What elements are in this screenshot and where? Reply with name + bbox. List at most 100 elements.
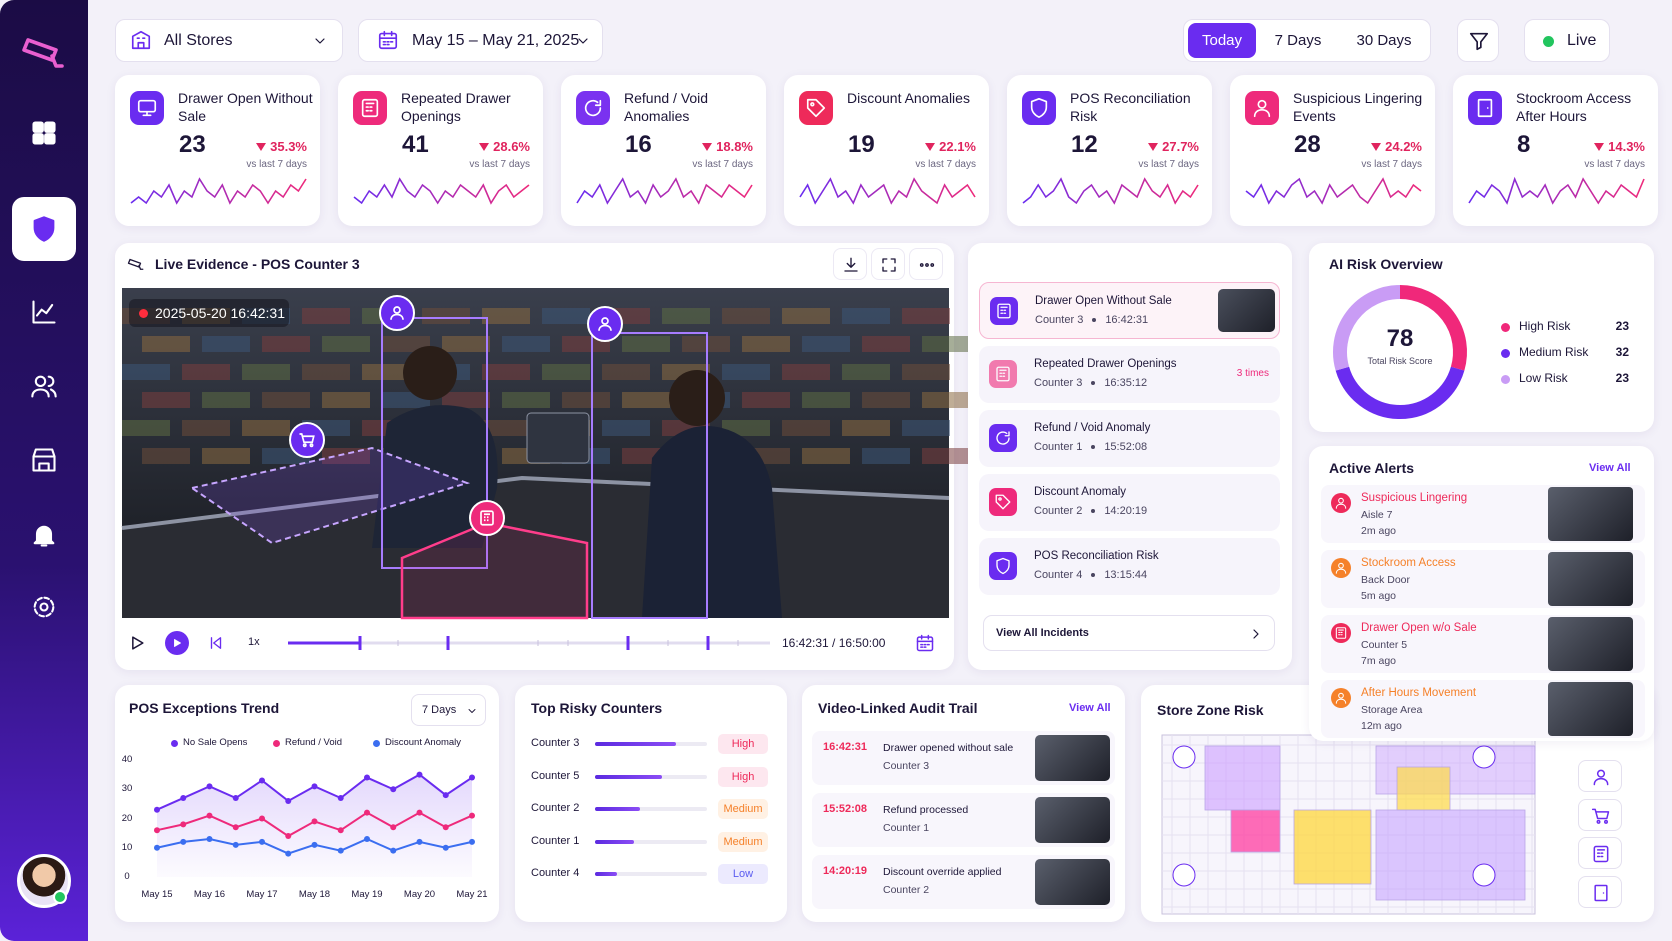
- live-status[interactable]: Live: [1524, 19, 1610, 62]
- icon: [1469, 32, 1489, 51]
- range-option[interactable]: Today: [1188, 23, 1256, 58]
- alert-item[interactable]: Drawer Open w/o Sale Counter 5 7m ago: [1321, 615, 1645, 673]
- point: [285, 850, 292, 857]
- range-option[interactable]: 7 Days: [1274, 32, 1322, 49]
- incident-item[interactable]: POS Reconciliation Risk Counter 4 13:15:44: [979, 538, 1280, 595]
- camera-marker: [1172, 863, 1196, 887]
- legend-dot: [273, 740, 280, 747]
- audit-thumbnail: [1035, 735, 1110, 781]
- risk-zone: [1230, 809, 1281, 853]
- kpi-value: 12: [1071, 131, 1098, 158]
- incident-item[interactable]: Refund / Void Anomaly Counter 1 15:52:08: [979, 410, 1280, 467]
- x-tick-label: May 21: [456, 889, 488, 900]
- date-range-select[interactable]: May 15 – May 21, 2025: [358, 19, 603, 62]
- zone-filter[interactable]: [1578, 799, 1622, 831]
- audit-item[interactable]: 14:20:19 Discount override applied Counter…: [812, 855, 1115, 909]
- kpi-title: Drawer Open Without Sale: [178, 90, 313, 124]
- video-action[interactable]: [871, 248, 905, 280]
- kpi-change: 35.3%: [270, 139, 307, 154]
- shelf-item: [842, 308, 890, 324]
- risk-score-label: Total Risk Score: [1367, 356, 1433, 366]
- icon-shape: [882, 258, 896, 272]
- alert-location: Storage Area: [1361, 704, 1423, 716]
- alert-item[interactable]: Suspicious Lingering Aisle 7 2m ago: [1321, 485, 1645, 543]
- video-action[interactable]: [833, 248, 867, 280]
- kpi-change-wrap: 24.2%: [1350, 138, 1422, 156]
- icon: [1477, 98, 1493, 118]
- nav-item[interactable]: [30, 593, 58, 621]
- icon: [1335, 562, 1347, 574]
- kpi-compare: vs last 7 days: [1361, 159, 1422, 170]
- audit-counter: Counter 2: [883, 884, 930, 896]
- alert-title: Drawer Open w/o Sale: [1361, 622, 1477, 634]
- nav-item[interactable]: [30, 521, 58, 549]
- incident-time: 15:52:08: [1104, 441, 1148, 453]
- zone-filter[interactable]: [1578, 837, 1622, 869]
- alert-item[interactable]: Stockroom Access Back Door 5m ago: [1321, 550, 1645, 608]
- kpi-card: Refund / Void Anomalies 16 18.8% vs last 7 …: [561, 75, 766, 226]
- shelf-item: [922, 448, 970, 464]
- shelf-item: [922, 392, 970, 408]
- store-select[interactable]: All Stores: [115, 19, 343, 62]
- calendar-button[interactable]: [915, 633, 935, 653]
- kpi-sparkline: [1022, 177, 1199, 205]
- audit-item[interactable]: 16:42:31 Drawer opened without sale Counte…: [812, 731, 1115, 785]
- filter-button[interactable]: [1457, 19, 1499, 62]
- view-all-link[interactable]: View All: [1589, 462, 1631, 474]
- nav-item[interactable]: [30, 372, 58, 400]
- incident-item[interactable]: Drawer Open Without Sale Counter 3 16:42:3…: [979, 282, 1280, 339]
- point: [364, 774, 370, 781]
- incident-title: POS Reconciliation Risk: [1034, 550, 1159, 562]
- point: [154, 844, 160, 851]
- shelf-item: [442, 392, 490, 408]
- separator-dot: [1092, 318, 1097, 323]
- video-panel: Live Evidence - POS Counter 3 2025-05-20 …: [115, 243, 970, 670]
- alert-location: Back Door: [1361, 574, 1411, 586]
- alert-thumbnail: [1548, 617, 1633, 671]
- icon: [137, 99, 157, 117]
- zone-filter[interactable]: [1578, 876, 1622, 908]
- view-all-link[interactable]: View All: [1069, 702, 1111, 714]
- audit-trail: Video-Linked Audit Trail View All 16:42:31…: [802, 685, 1125, 922]
- zone-filter[interactable]: [1578, 760, 1622, 792]
- view-all-incidents[interactable]: View All Incidents: [983, 615, 1275, 651]
- shelf-item: [122, 364, 170, 380]
- audit-item[interactable]: 15:52:08 Refund processed Counter 1: [812, 793, 1115, 847]
- icon: [995, 494, 1011, 510]
- icon: [1593, 769, 1609, 786]
- counter-name: Counter 2: [531, 802, 580, 814]
- icon-shape: [378, 30, 398, 46]
- incident-item[interactable]: Repeated Drawer Openings Counter 3 16:35:1…: [979, 346, 1280, 403]
- shelf-item: [542, 308, 590, 324]
- kpi-value: 19: [848, 131, 875, 158]
- nav-item[interactable]: [30, 215, 58, 243]
- icon-shape: [1335, 698, 1347, 704]
- nav-item[interactable]: [30, 298, 58, 326]
- icon-shape: [1596, 819, 1601, 824]
- sparkline: [576, 177, 753, 205]
- risk-zone: [1375, 809, 1526, 901]
- kpi-value: 16: [625, 131, 652, 158]
- kpi-card: Repeated Drawer Openings 41 28.6% vs last 7…: [338, 75, 543, 226]
- shelf-item: [442, 336, 490, 352]
- point: [337, 795, 344, 802]
- kpi-change: 14.3%: [1608, 139, 1645, 154]
- shelf-item: [602, 364, 650, 380]
- bar-track: [595, 807, 707, 811]
- period-select[interactable]: 7 Days: [411, 694, 486, 726]
- range-option[interactable]: 30 Days: [1356, 32, 1412, 49]
- alert-item[interactable]: After Hours Movement Storage Area 12m ago: [1321, 680, 1645, 738]
- incident-item[interactable]: Discount Anomaly Counter 2 14:20:19: [979, 474, 1280, 531]
- nav-item[interactable]: [30, 446, 58, 474]
- skip-button[interactable]: [207, 634, 225, 652]
- kpi-sparkline: [1245, 177, 1422, 205]
- shelf-item: [922, 336, 970, 352]
- nav-item[interactable]: [30, 119, 58, 147]
- icon-shape: [33, 216, 55, 242]
- alert-location: Aisle 7: [1361, 509, 1393, 521]
- play-button[interactable]: [127, 633, 147, 653]
- speed-label[interactable]: 1x: [248, 636, 260, 648]
- video-action[interactable]: [909, 248, 943, 280]
- icon-shape: [1338, 629, 1344, 636]
